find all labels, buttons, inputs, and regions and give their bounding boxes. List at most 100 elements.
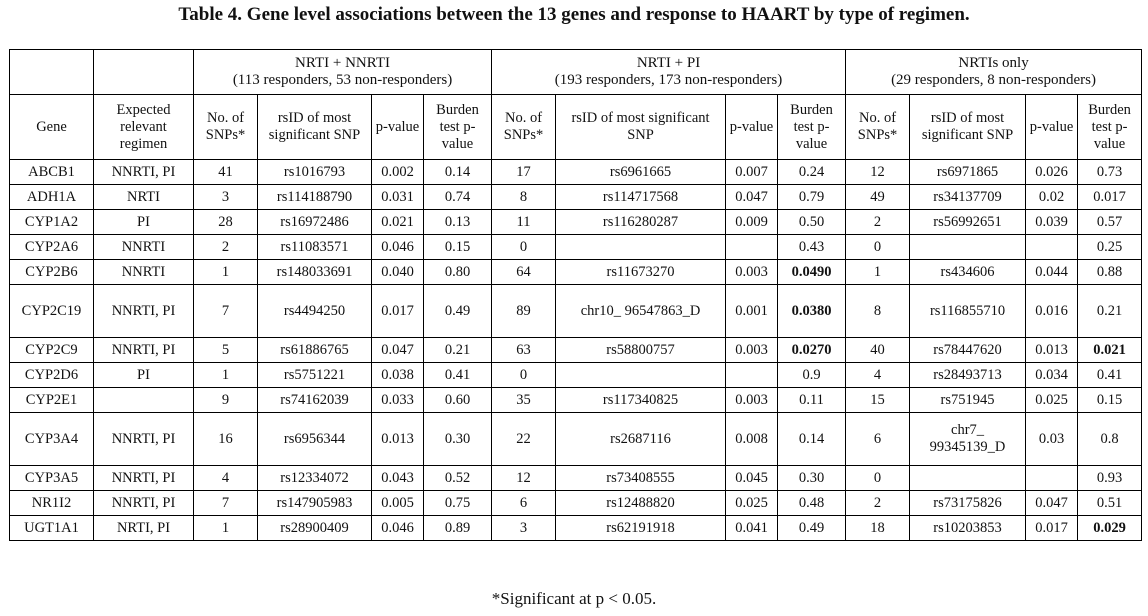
rsid-cell: rs12334072 xyxy=(257,465,372,491)
pvalue-cell: 0.044 xyxy=(1025,259,1079,285)
header-snps: No. of SNPs* xyxy=(193,94,258,160)
rsid-cell: rs434606 xyxy=(909,259,1027,285)
snps-cell: 63 xyxy=(491,337,557,363)
gene-association-table: NRTI + NNRTI (113 responders, 53 non-res… xyxy=(9,49,1143,541)
pvalue-cell: 0.047 xyxy=(1025,490,1079,516)
regimen-cell: PI xyxy=(93,362,194,388)
gene-cell: CYP3A5 xyxy=(9,465,94,491)
pvalue-cell: 0.034 xyxy=(1025,362,1079,388)
burden-cell: 0.9 xyxy=(777,362,847,388)
pvalue-cell: 0.046 xyxy=(371,234,424,260)
pvalue-cell xyxy=(1025,465,1079,491)
burden-cell: 0.14 xyxy=(777,412,847,466)
regimen-cell: NNRTI xyxy=(93,259,194,285)
pvalue-cell: 0.003 xyxy=(725,387,779,413)
table-row: CYP2A6 NNRTI 2 rs11083571 0.046 0.15 0 0.43 0 0.2… xyxy=(9,234,1143,260)
burden-cell: 0.21 xyxy=(1077,284,1143,338)
pvalue-cell: 0.031 xyxy=(371,184,424,210)
table-row: CYP3A5 NNRTI, PI 4 rs12334072 0.043 0.52 12 rs7… xyxy=(9,465,1143,491)
rsid-cell: rs12488820 xyxy=(555,490,727,516)
burden-cell: 0.75 xyxy=(422,490,493,516)
rsid-cell: rs11083571 xyxy=(257,234,372,260)
snps-cell: 7 xyxy=(193,284,258,338)
table-row: CYP2E1 9 rs74162039 0.033 0.60 35 rs117340825 0… xyxy=(9,387,1143,413)
snps-cell: 49 xyxy=(845,184,911,210)
pvalue-cell: 0.021 xyxy=(371,209,424,235)
rsid-cell: rs62191918 xyxy=(555,515,727,541)
snps-cell: 3 xyxy=(193,184,258,210)
table-row: UGT1A1 NRTI, PI 1 rs28900409 0.046 0.89 3 rs621… xyxy=(9,515,1143,541)
burden-cell: 0.50 xyxy=(777,209,847,235)
burden-cell: 0.25 xyxy=(1077,234,1143,260)
rsid-cell: rs1016793 xyxy=(257,159,372,185)
burden-cell: 0.79 xyxy=(777,184,847,210)
snps-cell: 28 xyxy=(193,209,258,235)
rsid-cell: rs2687116 xyxy=(555,412,727,466)
table-row: CYP2C9 NNRTI, PI 5 rs61886765 0.047 0.21 63 rs5… xyxy=(9,337,1143,363)
burden-cell: 0.029 xyxy=(1077,515,1143,541)
burden-cell: 0.14 xyxy=(422,159,493,185)
snps-cell: 2 xyxy=(845,490,911,516)
table-row: CYP3A4 NNRTI, PI 16 rs6956344 0.013 0.30 22 rs2… xyxy=(9,412,1143,466)
burden-cell: 0.89 xyxy=(422,515,493,541)
group-header-row: NRTI + NNRTI (113 responders, 53 non-res… xyxy=(9,49,1143,95)
group-subtitle: (193 responders, 173 non-responders) xyxy=(554,72,783,88)
rsid-cell: rs28900409 xyxy=(257,515,372,541)
burden-cell: 0.43 xyxy=(777,234,847,260)
snps-cell: 1 xyxy=(193,515,258,541)
rsid-cell: rs6956344 xyxy=(257,412,372,466)
rsid-cell: rs73175826 xyxy=(909,490,1027,516)
table-row: CYP2C19 NNRTI, PI 7 rs4494250 0.017 0.49 89 chr… xyxy=(9,284,1143,338)
snps-cell: 1 xyxy=(193,362,258,388)
rsid-cell xyxy=(909,234,1027,260)
table-row: ABCB1 NNRTI, PI 41 rs1016793 0.002 0.14 17 rs69… xyxy=(9,159,1143,185)
table-row: CYP1A2 PI 28 rs16972486 0.021 0.13 11 rs1162802… xyxy=(9,209,1143,235)
group-header-nrtis-only: NRTIs only (29 responders, 8 non-respond… xyxy=(845,49,1143,95)
group-name: NRTI + PI xyxy=(636,55,701,71)
snps-cell: 15 xyxy=(845,387,911,413)
snps-cell: 64 xyxy=(491,259,557,285)
rsid-cell: rs16972486 xyxy=(257,209,372,235)
snps-cell: 0 xyxy=(845,234,911,260)
rsid-cell: rs73408555 xyxy=(555,465,727,491)
burden-cell: 0.88 xyxy=(1077,259,1143,285)
header-rsid: rsID of most significant SNP xyxy=(555,94,727,160)
regimen-cell: NNRTI, PI xyxy=(93,337,194,363)
pvalue-cell: 0.047 xyxy=(371,337,424,363)
snps-cell: 5 xyxy=(193,337,258,363)
burden-cell: 0.0270 xyxy=(777,337,847,363)
snps-cell: 9 xyxy=(193,387,258,413)
burden-cell: 0.21 xyxy=(422,337,493,363)
snps-cell: 4 xyxy=(193,465,258,491)
pvalue-cell: 0.039 xyxy=(1025,209,1079,235)
rsid-cell: rs751945 xyxy=(909,387,1027,413)
burden-cell: 0.15 xyxy=(422,234,493,260)
regimen-cell: PI xyxy=(93,209,194,235)
snps-cell: 0 xyxy=(491,234,557,260)
snps-cell: 1 xyxy=(193,259,258,285)
snps-cell: 17 xyxy=(491,159,557,185)
rsid-cell xyxy=(555,362,727,388)
pvalue-cell: 0.017 xyxy=(371,284,424,338)
column-header-row: Gene Expected relevant regimen No. of SN… xyxy=(9,94,1143,160)
burden-cell: 0.60 xyxy=(422,387,493,413)
pvalue-cell: 0.007 xyxy=(725,159,779,185)
burden-cell: 0.93 xyxy=(1077,465,1143,491)
regimen-cell: NRTI xyxy=(93,184,194,210)
burden-cell: 0.0490 xyxy=(777,259,847,285)
pvalue-cell: 0.001 xyxy=(725,284,779,338)
group-name: NRTI + NNRTI xyxy=(295,55,390,71)
snps-cell: 7 xyxy=(193,490,258,516)
rsid-cell: rs10203853 xyxy=(909,515,1027,541)
header-snps: No. of SNPs* xyxy=(845,94,911,160)
regimen-cell: NNRTI, PI xyxy=(93,465,194,491)
rsid-cell: rs116855710 xyxy=(909,284,1027,338)
burden-cell: 0.73 xyxy=(1077,159,1143,185)
rsid-cell: rs61886765 xyxy=(257,337,372,363)
gene-cell: ABCB1 xyxy=(9,159,94,185)
snps-cell: 2 xyxy=(193,234,258,260)
regimen-cell: NNRTI, PI xyxy=(93,490,194,516)
snps-cell: 0 xyxy=(845,465,911,491)
snps-cell: 18 xyxy=(845,515,911,541)
snps-cell: 6 xyxy=(491,490,557,516)
